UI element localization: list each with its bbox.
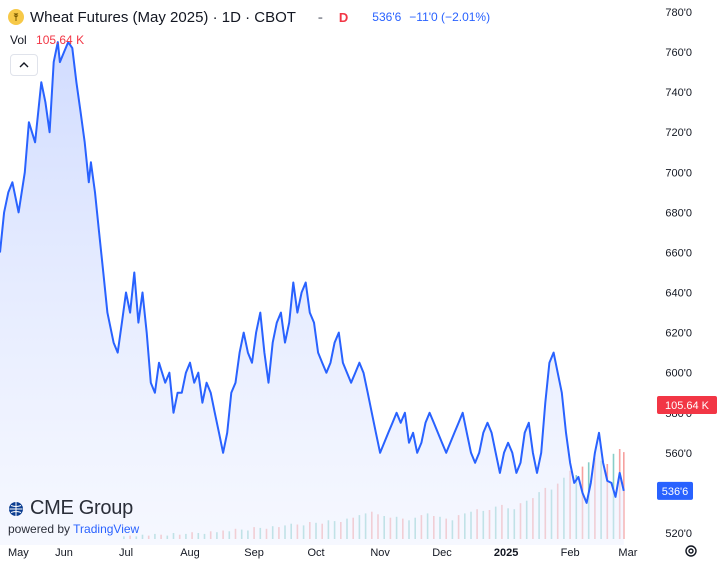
price-badge [657,481,693,500]
x-tick-label: Nov [370,547,390,559]
y-tick-label: 520'0 [665,528,692,540]
x-tick-label: Feb [561,547,580,559]
last-price: 536'6 [372,10,402,24]
x-tick-label: Jun [55,547,73,559]
x-tick-label: Dec [432,547,452,559]
volume-badge-label: 105.64 K [665,400,710,412]
tradingview-link[interactable]: TradingView [73,522,140,536]
y-tick-label: 720'0 [665,127,692,139]
cme-globe-icon [9,501,23,516]
x-tick-label: May [8,547,29,559]
y-tick-label: 700'0 [665,167,692,179]
y-tick-label: 560'0 [665,448,692,460]
x-tick-label: Mar [618,547,637,559]
y-tick-label: 740'0 [665,87,692,99]
settings-gear-icon[interactable] [684,544,698,558]
volume-value: 105.64 K [36,33,85,47]
volume-legend[interactable]: Vol 105.64 K [10,33,84,47]
volume-badge [657,396,717,414]
volume-label: Vol [10,33,27,47]
y-tick-label: 680'0 [665,207,692,219]
price-axis: 780'0 760'0 740'0 720'0 700'0 680'0 660'0 640'0… [665,7,692,540]
x-tick-label: 2025 [494,547,518,559]
y-tick-label: 760'0 [665,47,692,59]
y-tick-label: 600'0 [665,368,692,380]
price-change: −11'0 (−2.01%) [409,10,491,24]
cme-logo-text: CME Group [30,497,133,519]
price-badge-label: 536'6 [662,486,689,498]
time-axis: May Jun Jul Aug Sep Oct Nov Dec 2025 Feb Mar [8,547,638,559]
axis-badges: 105.64 K 536'6 [657,396,717,500]
y-tick-label: 780'0 [665,7,692,19]
chart-header: Wheat Futures (May 2025) · 1D · CBOT - D… [8,8,490,26]
y-tick-label: 620'0 [665,328,692,340]
symbol-title[interactable]: Wheat Futures (May 2025) · 1D · CBOT [30,8,296,26]
y-tick-label: 640'0 [665,288,692,300]
price-line [0,41,625,504]
wheat-icon[interactable] [8,9,24,25]
x-tick-label: Oct [307,547,324,559]
x-tick-label: Sep [244,547,264,559]
market-status-dash: - [317,8,323,26]
x-tick-label: Aug [180,547,200,559]
y-tick-label: 660'0 [665,248,692,260]
chevron-up-icon [19,62,29,68]
x-tick-label: Jul [119,547,133,559]
powered-by-text: powered by TradingView [8,522,140,536]
delayed-data-flag[interactable]: D [338,9,349,25]
price-area [0,42,624,545]
collapse-legend-button[interactable] [10,54,38,76]
branding[interactable]: CME Group powered by TradingView [8,497,139,536]
